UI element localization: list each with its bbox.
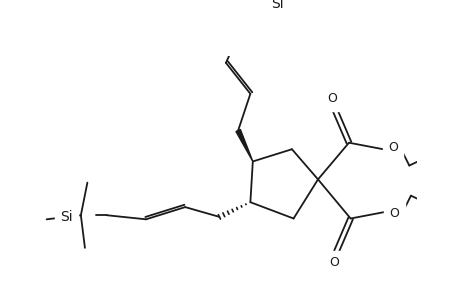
Text: O: O bbox=[327, 92, 337, 105]
Text: O: O bbox=[389, 207, 399, 220]
Text: Si: Si bbox=[271, 0, 284, 11]
Text: Si: Si bbox=[60, 210, 73, 224]
Polygon shape bbox=[235, 129, 252, 161]
Text: O: O bbox=[329, 256, 339, 269]
Text: O: O bbox=[387, 141, 397, 154]
